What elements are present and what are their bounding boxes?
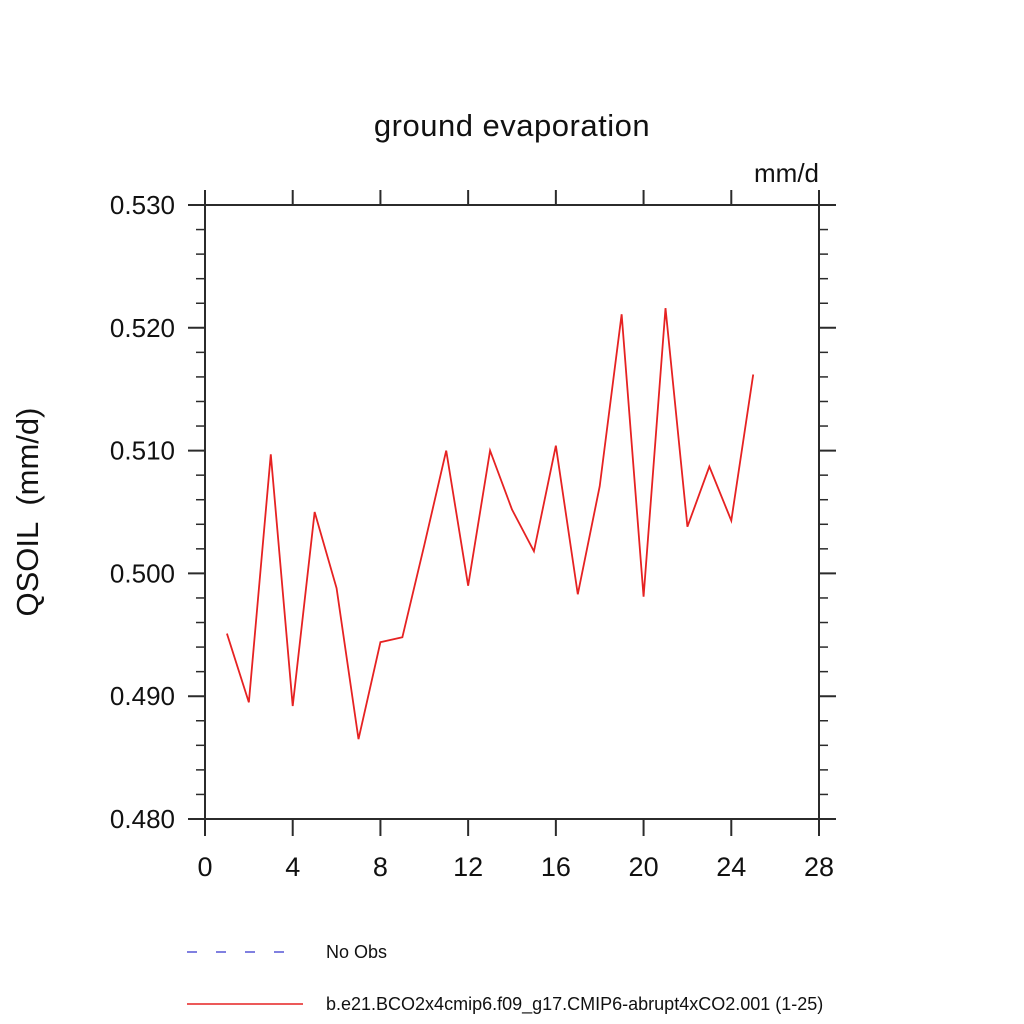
legend-item-series: b.e21.BCO2x4cmip6.f09_g17.CMIP6-abrupt4x… (186, 990, 823, 1018)
legend: No Obs b.e21.BCO2x4cmip6.f09_g17.CMIP6-a… (186, 938, 823, 1024)
y-tick-label: 0.490 (110, 681, 175, 711)
no-obs-dashed-line-swatch (187, 951, 303, 953)
chart-title: ground evaporation (373, 108, 651, 143)
x-tick-label: 28 (804, 852, 834, 882)
x-tick-label: 16 (541, 852, 571, 882)
x-tick-label: 8 (373, 852, 388, 882)
legend-label: No Obs (326, 941, 388, 962)
plot-frame (204, 204, 820, 820)
x-tick-label: 0 (197, 852, 212, 882)
x-tick-label: 24 (716, 852, 746, 882)
series-solid-line-swatch (187, 1003, 303, 1005)
legend-item-no-obs: No Obs (186, 938, 823, 966)
y-tick-label: 0.510 (110, 436, 175, 466)
y-tick-label: 0.530 (110, 190, 175, 220)
x-tick-label: 20 (629, 852, 659, 882)
x-tick-label: 12 (453, 852, 483, 882)
y-tick-label: 0.520 (110, 313, 175, 343)
data-series-line (226, 308, 755, 740)
units-label: mm/d (754, 158, 819, 188)
y-tick-label: 0.500 (110, 558, 175, 588)
y-tick-label: 0.480 (110, 804, 175, 834)
x-tick-label: 4 (285, 852, 300, 882)
legend-label: b.e21.BCO2x4cmip6.f09_g17.CMIP6-abrupt4x… (326, 993, 824, 1014)
